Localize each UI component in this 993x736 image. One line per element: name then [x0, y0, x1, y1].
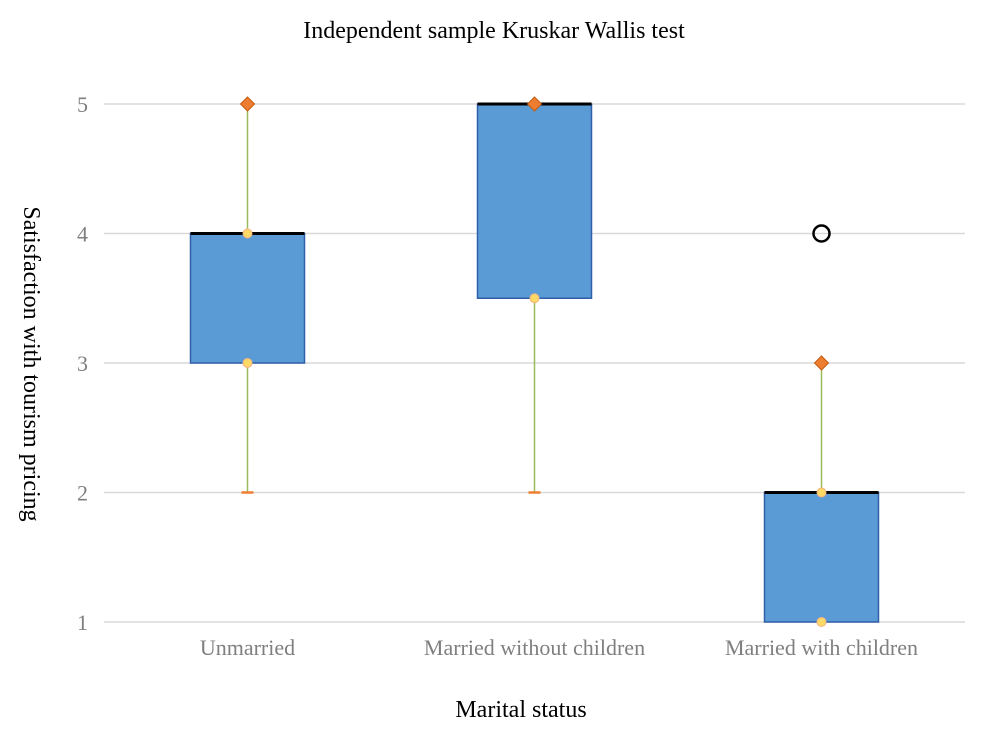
- y-tick-label: 1: [77, 610, 88, 635]
- quartile-marker: [816, 487, 827, 498]
- chart-title: Independent sample Kruskar Wallis test: [303, 18, 685, 44]
- boxes: [189, 96, 880, 627]
- box-iqr: [189, 232, 306, 364]
- quartile-marker: [816, 617, 827, 627]
- y-tick-labels: 1 2 3 4 5: [77, 92, 88, 635]
- quartile-marker: [529, 293, 540, 304]
- max-marker: [239, 96, 256, 112]
- quartile-marker: [242, 228, 253, 239]
- y-axis-title: Satisfaction with tourism pricing: [18, 206, 44, 521]
- max-marker: [526, 96, 543, 112]
- box-group: [189, 96, 306, 494]
- x-tick-labels: Unmarried Married without children Married…: [200, 635, 918, 660]
- y-tick-label: 5: [77, 92, 88, 117]
- y-tick-label: 2: [77, 481, 88, 506]
- x-tick-label: Married without children: [424, 635, 645, 660]
- x-tick-label: Married with children: [725, 635, 918, 660]
- box-group: [476, 96, 593, 494]
- box-iqr: [476, 103, 593, 299]
- x-tick-label: Unmarried: [200, 635, 295, 660]
- max-marker: [813, 355, 830, 371]
- outlier-point: [812, 224, 831, 243]
- box-iqr: [763, 491, 880, 623]
- quartile-marker: [242, 358, 253, 368]
- y-tick-label: 3: [77, 351, 88, 376]
- box-group: [763, 224, 880, 627]
- y-tick-label: 4: [77, 222, 88, 247]
- x-axis-title: Marital status: [455, 697, 586, 723]
